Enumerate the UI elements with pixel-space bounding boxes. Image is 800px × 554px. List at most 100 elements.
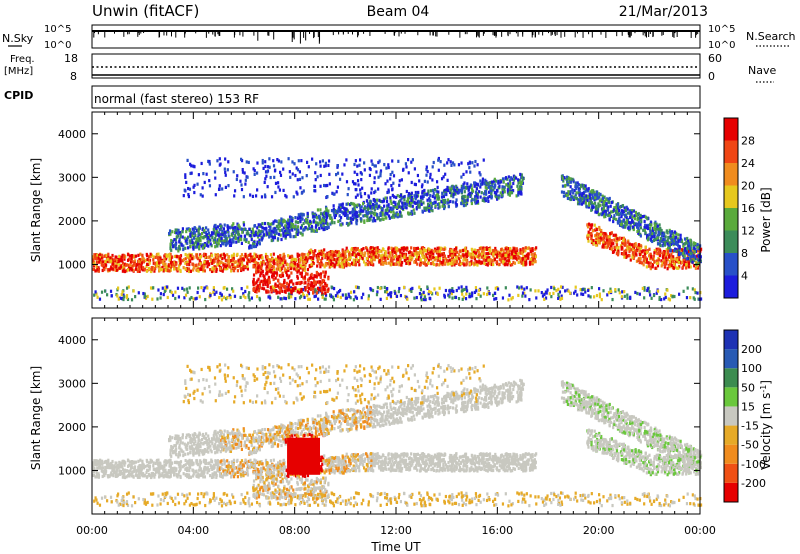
power-cell [573,195,575,198]
power-cell [189,245,191,248]
power-cell [293,267,295,270]
power-cell [355,254,357,257]
power-cell [370,212,372,215]
power-cell [369,205,371,208]
power-cell [480,183,482,186]
power-cell [481,253,483,256]
power-cell [498,263,500,266]
power-cell [323,165,325,168]
power-cell [94,269,96,272]
power-cell [495,261,497,264]
power-cell [241,228,243,231]
power-cell [280,160,282,163]
power-cell [398,184,400,187]
power-cell [518,261,520,264]
power-cell [487,259,489,262]
power-cell [643,259,645,262]
power-cell [570,185,572,188]
power-cell [471,202,473,205]
power-cell [383,163,385,166]
power-cell [532,254,534,257]
power-cell [259,242,261,245]
power-cell [638,223,640,226]
power-cell [460,161,462,164]
power-cell [211,236,213,239]
power-cell [488,186,490,189]
power-cell [344,263,346,266]
power-cell [414,167,416,170]
power-cell [277,185,279,188]
power-cell [488,195,490,198]
power-cell [340,254,342,257]
power-cell [235,237,237,240]
power-cell [609,235,611,238]
power-cell [527,257,529,260]
power-cell [233,194,235,197]
power-cell [642,229,644,232]
power-cell [347,263,349,266]
power-cell [208,240,210,243]
power-cell [180,233,182,236]
power-cell [371,250,373,253]
power-cell [277,181,279,184]
power-cell [340,262,342,265]
power-cell [427,261,429,264]
power-cell [315,162,317,165]
power-cell [529,263,531,266]
power-cell [385,262,387,265]
power-cell [582,192,584,195]
power-cell [203,253,205,256]
power-cell [518,191,520,194]
power-cell [570,190,572,193]
power-cell [509,247,511,250]
power-cell [172,245,174,248]
cpid-text: normal (fast stereo) 153 RF [94,92,259,106]
power-cell [377,256,379,259]
power-cell [490,196,492,199]
power-cell [489,250,491,253]
power-cell [602,243,604,246]
power-cell [499,258,501,261]
power-cell [628,254,630,257]
power-cell [277,264,279,267]
power-cell [308,165,310,168]
power-cell [516,185,518,188]
power-cell [379,174,381,177]
power-cell [186,159,188,162]
power-cell [600,233,602,236]
power-cell [221,233,223,236]
power-cell [112,262,114,265]
power-cell [393,174,395,177]
power-cell [685,257,687,260]
power-cell [434,196,436,199]
power-cell [261,195,263,198]
power-cell [585,184,587,187]
power-cell [478,251,480,254]
power-cell [466,253,468,256]
power-cell [320,174,322,177]
power-cell [189,254,191,257]
power-cell [425,208,427,211]
power-cell [660,237,662,240]
power-cell [266,265,268,268]
power-cell [333,204,335,207]
power-cell [514,262,516,265]
power-cell [444,193,446,196]
power-cell [354,171,356,174]
power-cell [269,227,271,230]
power-cell [646,217,648,220]
power-cell [96,254,98,257]
power-cell [231,254,233,257]
power-cell [376,199,378,202]
power-cell [667,267,669,270]
power-cell [180,270,182,273]
power-cell [455,198,457,201]
power-cell [288,157,290,160]
power-cell [351,262,353,265]
power-cell [302,262,304,265]
power-cell [330,256,332,259]
power-cell [599,193,601,196]
power-cell [611,239,613,242]
power-cell [585,194,587,197]
power-cell [456,256,458,259]
